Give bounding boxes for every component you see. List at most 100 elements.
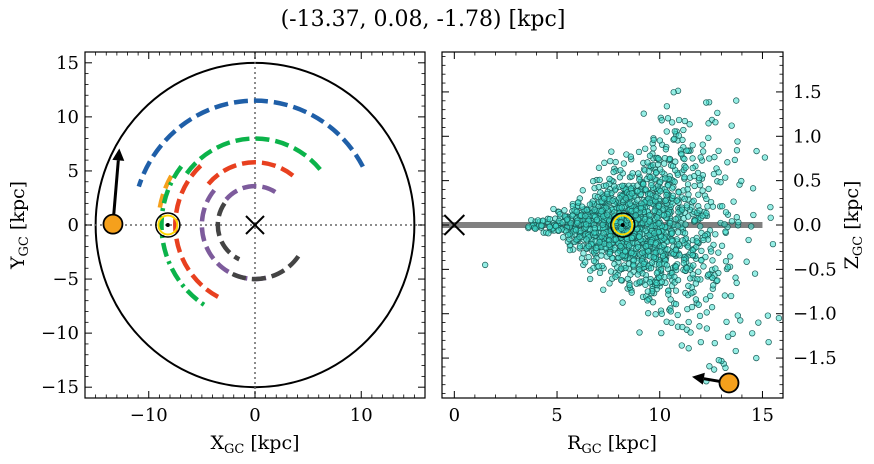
left-galactic-center-marker xyxy=(245,215,265,235)
right-ytick-label: −1.5 xyxy=(793,348,837,369)
scatter-point xyxy=(647,174,654,181)
left-ytick-label: −10 xyxy=(41,323,79,344)
scatter-point xyxy=(685,345,692,352)
scatter-point xyxy=(664,115,672,122)
scatter-point xyxy=(678,342,685,349)
scatter-point xyxy=(684,186,691,193)
scatter-point xyxy=(664,182,672,189)
scatter-point xyxy=(662,146,670,153)
left-ylabel-main: Y xyxy=(7,256,29,270)
left-sun-marker-outer xyxy=(155,212,181,238)
scatter-point xyxy=(695,301,702,308)
scatter-point xyxy=(658,117,665,124)
scatter-point xyxy=(705,185,712,193)
scatter-point xyxy=(700,236,707,244)
scatter-point xyxy=(715,169,722,176)
right-ytick-label: −1.0 xyxy=(793,304,837,325)
scatter-point xyxy=(660,160,668,167)
scatter-point xyxy=(732,274,739,281)
scatter-point xyxy=(679,136,686,144)
scatter-point xyxy=(727,253,734,260)
scatter-point xyxy=(664,246,671,253)
scatter-point xyxy=(706,155,713,162)
scatter-point xyxy=(567,219,575,227)
scatter-point xyxy=(585,242,592,250)
scatter-point xyxy=(625,242,633,249)
scatter-point xyxy=(674,222,681,229)
scatter-point xyxy=(574,199,582,206)
scatter-point xyxy=(668,319,675,326)
scatter-point xyxy=(723,318,730,326)
scatter-point xyxy=(603,190,611,198)
scatter-point xyxy=(659,252,667,260)
scatter-point xyxy=(578,203,586,210)
left-sun-marker-dot xyxy=(165,223,170,227)
scatter-point xyxy=(550,205,557,213)
spiral-arm-6 xyxy=(199,188,267,282)
scatter-point xyxy=(703,195,710,203)
scatter-point xyxy=(695,268,702,275)
scatter-point xyxy=(669,192,677,199)
scatter-point xyxy=(722,228,729,235)
scatter-point xyxy=(545,230,552,237)
scatter-point xyxy=(691,172,698,180)
scatter-point xyxy=(632,212,639,219)
left-ytick-label: 0 xyxy=(68,215,79,236)
scatter-point xyxy=(640,110,647,117)
left-sun-marker xyxy=(155,212,181,238)
scatter-point xyxy=(622,195,630,202)
scatter-point xyxy=(628,190,635,197)
scatter-point xyxy=(576,233,583,241)
scatter-point xyxy=(767,203,774,211)
scatter-point xyxy=(709,203,717,210)
scatter-point xyxy=(728,218,736,225)
scatter-point xyxy=(715,356,722,364)
scatter-point xyxy=(663,128,670,135)
scatter-point xyxy=(722,174,729,181)
scatter-point xyxy=(697,223,704,230)
scatter-point xyxy=(660,242,667,249)
scatter-point xyxy=(690,262,697,269)
scatter-point xyxy=(675,189,682,196)
right-xlabel-sub: GC xyxy=(581,442,601,457)
scatter-point xyxy=(681,155,688,163)
scatter-point xyxy=(775,315,783,322)
scatter-point xyxy=(671,273,678,281)
right-xtick-label: 5 xyxy=(551,405,562,426)
scatter-point xyxy=(651,230,658,237)
scatter-point xyxy=(700,263,707,270)
scatter-point xyxy=(667,308,675,315)
scatter-point xyxy=(743,258,750,265)
scatter-point xyxy=(646,152,654,159)
scatter-point xyxy=(646,218,653,225)
scatter-point xyxy=(745,236,752,244)
scatter-point xyxy=(525,223,532,230)
left-xlabel-sub: GC xyxy=(224,442,244,457)
scatter-point xyxy=(636,329,643,336)
right-ylabel-unit: [kpc] xyxy=(841,181,863,236)
scatter-point xyxy=(591,206,598,213)
scatter-point xyxy=(606,250,613,257)
scatter-point xyxy=(730,198,737,205)
scatter-point xyxy=(637,205,645,212)
scatter-point xyxy=(593,216,601,223)
scatter-point xyxy=(636,233,643,240)
right-galactic-center-marker-stroke-b xyxy=(443,214,466,236)
scatter-point xyxy=(627,153,634,160)
right-ylabel-sub: GC xyxy=(851,236,866,256)
scatter-point xyxy=(680,260,687,267)
scatter-point xyxy=(727,292,735,300)
scatter-point xyxy=(608,148,615,155)
scatter-point xyxy=(672,158,679,165)
scatter-point xyxy=(733,147,741,154)
left-xlabel-unit: [kpc] xyxy=(244,432,299,454)
scatter-point xyxy=(586,201,594,208)
scatter-point xyxy=(714,277,721,284)
left-ylabel: YGC [kpc] xyxy=(7,181,32,270)
scatter-point xyxy=(618,204,625,211)
scatter-point xyxy=(599,221,606,228)
left-ytick-label: 15 xyxy=(56,53,79,74)
scatter-point xyxy=(672,301,680,308)
scatter-point xyxy=(721,221,728,228)
